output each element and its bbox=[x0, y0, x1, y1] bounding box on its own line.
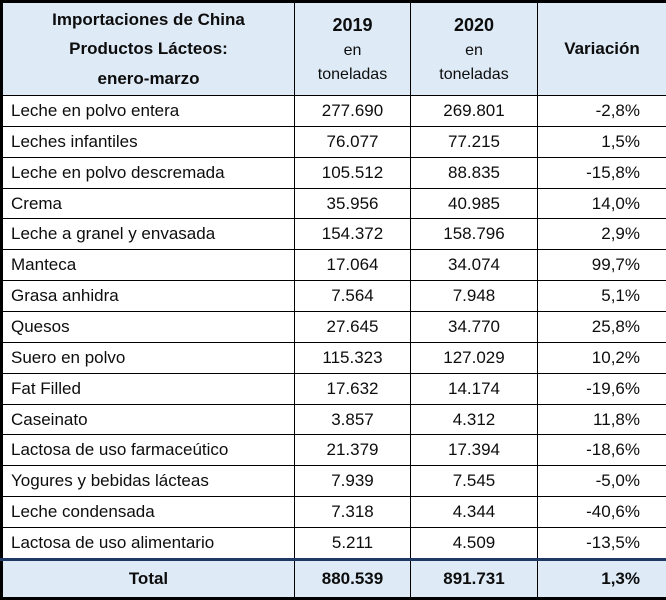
value-2020: 34.074 bbox=[410, 249, 538, 282]
table-body: Leche en polvo entera 277.690 269.801 -2,8%… bbox=[1, 95, 666, 560]
total-value-2020: 891.731 bbox=[410, 558, 538, 599]
table-row: Crema 35.956 40.985 14,0% bbox=[1, 187, 666, 220]
value-2020: 77.215 bbox=[410, 125, 538, 158]
product-name: Caseinato bbox=[1, 403, 295, 436]
value-2020: 17.394 bbox=[410, 434, 538, 467]
variation-value: -13,5% bbox=[537, 527, 666, 560]
value-2019: 154.372 bbox=[294, 218, 411, 251]
value-2020: 158.796 bbox=[410, 218, 538, 251]
value-2019: 7.939 bbox=[294, 465, 411, 498]
variation-value: 14,0% bbox=[537, 187, 666, 220]
product-name: Leche en polvo descremada bbox=[1, 156, 295, 189]
col-header-2020-year: 2020 bbox=[453, 14, 495, 35]
value-2020: 88.835 bbox=[410, 156, 538, 189]
table-title-line-1: Importaciones de China bbox=[52, 10, 245, 30]
value-2020: 34.770 bbox=[410, 311, 538, 343]
col-header-2020-unit-2: toneladas bbox=[439, 66, 509, 84]
value-2019: 115.323 bbox=[294, 341, 411, 374]
table-row: Grasa anhidra 7.564 7.948 5,1% bbox=[1, 280, 666, 313]
value-2020: 269.801 bbox=[410, 95, 538, 127]
variation-value: -15,8% bbox=[537, 156, 666, 189]
table-row: Leche en polvo entera 277.690 269.801 -2,8% bbox=[1, 95, 666, 127]
variation-value: -40,6% bbox=[537, 496, 666, 529]
table-row: Yogures y bebidas lácteas 7.939 7.545 -5,0% bbox=[1, 465, 666, 498]
value-2020: 7.948 bbox=[410, 280, 538, 313]
variation-value: -19,6% bbox=[537, 372, 666, 405]
value-2020: 4.509 bbox=[410, 527, 538, 560]
product-name: Leches infantiles bbox=[1, 125, 295, 158]
value-2019: 17.632 bbox=[294, 372, 411, 405]
value-2019: 7.318 bbox=[294, 496, 411, 529]
variation-value: 10,2% bbox=[537, 341, 666, 374]
variation-value: 2,9% bbox=[537, 218, 666, 251]
product-name: Lactosa de uso farmaceútico bbox=[1, 434, 295, 467]
value-2020: 14.174 bbox=[410, 372, 538, 405]
value-2020: 7.545 bbox=[410, 465, 538, 498]
table-row: Fat Filled 17.632 14.174 -19,6% bbox=[1, 372, 666, 405]
product-name: Manteca bbox=[1, 249, 295, 282]
total-value-2019: 880.539 bbox=[294, 558, 411, 599]
col-header-2019: 2019 en toneladas bbox=[294, 1, 411, 96]
value-2020: 40.985 bbox=[410, 187, 538, 220]
product-name: Quesos bbox=[1, 311, 295, 343]
table-row: Leche condensada 7.318 4.344 -40,6% bbox=[1, 496, 666, 529]
col-header-variacion-label: Variación bbox=[564, 39, 640, 58]
product-name: Suero en polvo bbox=[1, 341, 295, 374]
value-2019: 277.690 bbox=[294, 95, 411, 127]
variation-value: -18,6% bbox=[537, 434, 666, 467]
product-name: Leche a granel y envasada bbox=[1, 218, 295, 251]
product-name: Fat Filled bbox=[1, 372, 295, 405]
value-2019: 5.211 bbox=[294, 527, 411, 560]
col-header-2020-unit-1: en bbox=[465, 42, 483, 60]
table-row: Lactosa de uso alimentario 5.211 4.509 -13,… bbox=[1, 527, 666, 560]
col-header-2019-unit-1: en bbox=[343, 42, 362, 60]
value-2019: 3.857 bbox=[294, 403, 411, 436]
value-2019: 76.077 bbox=[294, 125, 411, 158]
table-row: Manteca 17.064 34.074 99,7% bbox=[1, 249, 666, 282]
value-2019: 17.064 bbox=[294, 249, 411, 282]
variation-value: 99,7% bbox=[537, 249, 666, 282]
header-row: Importaciones de China Productos Lácteos… bbox=[1, 1, 666, 96]
table-title: Importaciones de China Productos Lácteos… bbox=[1, 1, 295, 96]
value-2019: 27.645 bbox=[294, 311, 411, 343]
table-row: Suero en polvo 115.323 127.029 10,2% bbox=[1, 341, 666, 374]
variation-value: 25,8% bbox=[537, 311, 666, 343]
total-variation-value: 1,3% bbox=[537, 558, 666, 599]
table-row: Leches infantiles 76.077 77.215 1,5% bbox=[1, 125, 666, 158]
variation-value: 1,5% bbox=[537, 125, 666, 158]
table-row: Caseinato 3.857 4.312 11,8% bbox=[1, 403, 666, 436]
col-header-2019-year: 2019 bbox=[332, 14, 373, 35]
product-name: Crema bbox=[1, 187, 295, 220]
table-row: Leche a granel y envasada 154.372 158.796 2… bbox=[1, 218, 666, 251]
product-name: Grasa anhidra bbox=[1, 280, 295, 313]
product-name: Yogures y bebidas lácteas bbox=[1, 465, 295, 498]
table-title-line-2: Productos Lácteos: bbox=[69, 39, 228, 59]
table-row: Lactosa de uso farmaceútico 21.379 17.394-… bbox=[1, 434, 666, 467]
table-row: Quesos 27.645 34.770 25,8% bbox=[1, 311, 666, 343]
total-label: Total bbox=[1, 558, 295, 599]
value-2019: 105.512 bbox=[294, 156, 411, 189]
product-name: Leche condensada bbox=[1, 496, 295, 529]
col-header-2019-unit-2: toneladas bbox=[317, 66, 388, 84]
value-2020: 4.344 bbox=[410, 496, 538, 529]
table-title-line-3: enero-marzo bbox=[97, 68, 200, 88]
value-2019: 7.564 bbox=[294, 280, 411, 313]
col-header-2020: 2020 en toneladas bbox=[410, 1, 538, 96]
total-row: Total 880.539 891.731 1,3% bbox=[1, 558, 666, 599]
variation-value: -5,0% bbox=[537, 465, 666, 498]
variation-value: 11,8% bbox=[537, 403, 666, 436]
variation-value: 5,1% bbox=[537, 280, 666, 313]
product-name: Leche en polvo entera bbox=[1, 95, 295, 127]
value-2020: 127.029 bbox=[410, 341, 538, 374]
value-2019: 21.379 bbox=[294, 434, 411, 467]
col-header-variacion: Variación bbox=[537, 1, 666, 96]
value-2019: 35.956 bbox=[294, 187, 411, 220]
variation-value: -2,8% bbox=[537, 95, 666, 127]
table-row: Leche en polvo descremada 105.512 88.835 -1… bbox=[1, 156, 666, 189]
value-2020: 4.312 bbox=[410, 403, 538, 436]
product-name: Lactosa de uso alimentario bbox=[1, 527, 295, 560]
